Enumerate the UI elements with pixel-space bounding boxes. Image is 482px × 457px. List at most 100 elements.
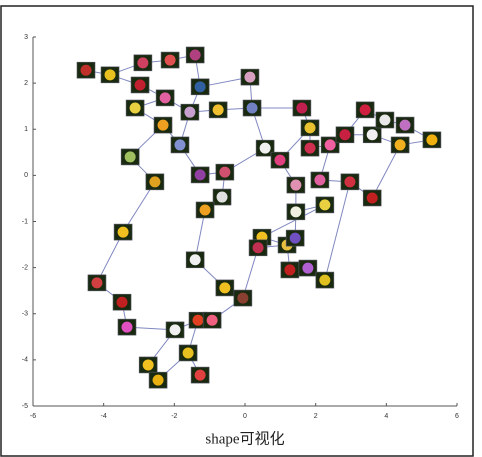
node [112,293,132,311]
node [248,239,268,257]
flower [219,166,231,178]
y-tick-label: 3 [24,34,28,41]
node [315,196,335,214]
node [185,46,205,64]
node [76,61,96,79]
flower [314,174,326,186]
node [170,136,190,154]
node [215,163,235,181]
flower [189,49,201,61]
flower [80,64,92,76]
node [138,356,158,374]
node [130,76,150,94]
flower [184,106,196,118]
node [117,318,137,336]
node [145,173,165,191]
flower [149,176,161,188]
flower [169,324,181,336]
flower [379,114,391,126]
y-tick-label: 2 [24,80,28,87]
flower [304,142,316,154]
node [155,89,175,107]
node [335,126,355,144]
x-tick-label: 0 [243,413,247,420]
y-tick-label: -4 [22,357,28,364]
flower [324,139,336,151]
node [195,201,215,219]
flower [289,232,301,244]
node [153,116,173,134]
y-tick-label: 1 [24,126,28,133]
node [190,166,210,184]
node [286,176,306,194]
x-tick-label: 2 [314,413,318,420]
node [120,148,140,166]
flower [244,71,256,83]
flower [182,347,194,359]
node [180,103,200,121]
node [185,251,205,269]
node [215,279,235,297]
flower [212,104,224,116]
edge [324,181,351,281]
x-tick-label: 4 [384,413,388,420]
node [133,54,153,72]
flower [290,206,302,218]
node [113,223,133,241]
edge [122,181,156,233]
node [212,188,232,206]
flower [259,142,271,154]
flower [216,191,228,203]
node [208,101,228,119]
flower [319,199,331,211]
flower [246,102,258,114]
node [310,171,330,189]
node [286,203,306,221]
flower [394,139,406,151]
node [292,99,312,117]
flower [174,139,186,151]
node [362,126,382,144]
flower [164,54,176,66]
edge [96,231,124,284]
flower [366,192,378,204]
node [285,229,305,247]
flower [194,81,206,93]
flower [304,122,316,134]
x-tick-label: 6 [455,413,459,420]
node [355,101,375,119]
y-tick-label: -5 [22,403,28,410]
x-axis-label: shape可视化 [205,430,284,447]
flower [359,104,371,116]
flower [189,254,201,266]
x-tick-label: -2 [171,413,177,420]
flower [284,264,296,276]
node [395,116,415,134]
flower [194,169,206,181]
node [240,68,260,86]
x-tick-label: -6 [30,413,36,420]
flower [104,69,116,81]
y-tick-label: -1 [22,218,28,225]
flower [124,151,136,163]
flower [296,102,308,114]
flower [399,119,411,131]
y-tick-label: -3 [22,311,28,318]
node [375,111,395,129]
node [125,99,145,117]
flower [274,154,286,166]
node [340,173,360,191]
flower [142,359,154,371]
node [255,139,275,157]
flower [344,176,356,188]
node [300,119,320,137]
node [190,366,210,384]
node [362,189,382,207]
node [165,321,185,339]
node [148,371,168,389]
edge [242,247,259,299]
node [270,151,290,169]
flower [206,314,218,326]
flower [159,92,171,104]
